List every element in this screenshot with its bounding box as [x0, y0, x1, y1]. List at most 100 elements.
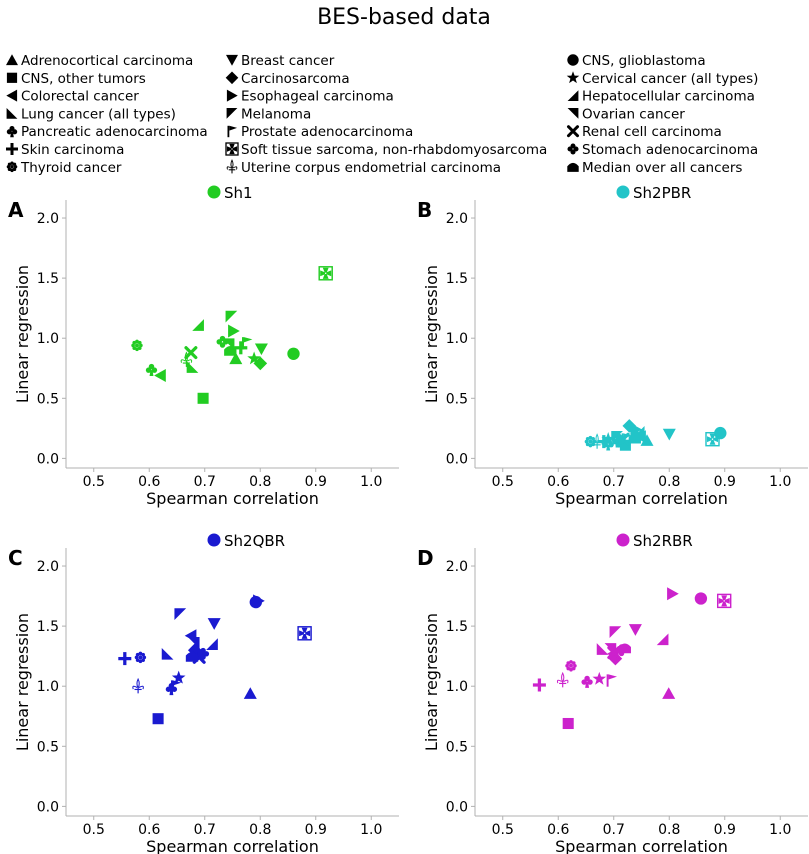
- legend-item: Lung cancer (all types): [6, 106, 176, 122]
- legend-item: Uterine corpus endometrial carcinoma: [226, 159, 501, 176]
- panel-letter: D: [417, 546, 434, 570]
- legend-label: Carcinosarcoma: [241, 71, 350, 87]
- legend-item: Ovarian cancer: [567, 106, 685, 122]
- legend-item: Colorectal cancer: [6, 89, 139, 105]
- panel-title: Sh1: [224, 184, 253, 202]
- x-axis-label: Spearman correlation: [146, 489, 319, 508]
- figure-title: BES-based data: [317, 5, 491, 30]
- diamond-icon: [225, 71, 239, 85]
- data-point: [171, 670, 186, 684]
- legend-label: Esophageal carcinoma: [241, 89, 394, 105]
- x-tick-label: 0.6: [547, 474, 569, 490]
- y-tick-label: 2.0: [37, 211, 59, 227]
- legend-label: Breast cancer: [241, 53, 335, 69]
- panel-a: A Sh1 0.0 0.5 1.0 1.5 2.0 0.5 0.6 0.7 0.8 0.9 1.0 Spe…: [8, 184, 399, 508]
- y-tick-label: 0.5: [37, 739, 59, 755]
- square-icon: [6, 72, 18, 83]
- legend-label: Lung cancer (all types): [21, 106, 176, 122]
- panel-title: Sh2QBR: [224, 532, 285, 550]
- legend-label: Stomach adenocarcinoma: [582, 142, 758, 158]
- x-cross-icon: [567, 125, 579, 138]
- panel-letter: B: [417, 198, 432, 222]
- x-tick-label: 1.0: [769, 822, 791, 838]
- y-tick-label: 1.5: [446, 619, 468, 635]
- x-tick-label: 0.9: [305, 822, 327, 838]
- data-point: [562, 717, 574, 730]
- y-tick-label: 1.5: [37, 271, 59, 287]
- data-point: [187, 643, 202, 658]
- data-point: [556, 671, 569, 688]
- panel-b: B Sh2PBR 0.0 0.5 1.0 1.5 2.0 0.5 0.6 0.7 0.8 0.9 1.0…: [417, 184, 808, 508]
- legend-item: Cervical cancer (all types): [566, 71, 758, 87]
- y-axis-label: Linear regression: [422, 265, 441, 403]
- data-point: [229, 352, 243, 365]
- plus-icon: [6, 143, 18, 155]
- legend-item: Pancreatic adenocarcinoma: [6, 124, 208, 140]
- data-point: [134, 651, 147, 664]
- legend-label: Cervical cancer (all types): [582, 71, 758, 87]
- data-point: [171, 680, 182, 693]
- data-point: [185, 651, 199, 662]
- data-point: [591, 433, 603, 449]
- panel-letter: C: [8, 546, 23, 570]
- data-points: [584, 419, 727, 451]
- corner-top-left-icon: [226, 108, 238, 119]
- legend-item: Adrenocortical carcinoma: [6, 53, 193, 69]
- panel-c: C Sh2QBR 0.0 0.5 1.0 1.5 2.0 0.5 0.6 0.7 0.8 0.9 1.0…: [8, 532, 399, 854]
- panel-d: D Sh2RBR 0.0 0.5 1.0 1.5 2.0 0.5 0.6 0.7 0.8 0.9 1.0…: [417, 532, 808, 854]
- legend-item: CNS, glioblastoma: [567, 53, 706, 69]
- x-tick-label: 0.8: [249, 822, 271, 838]
- title-dot-icon: [207, 185, 221, 199]
- data-point: [622, 419, 637, 433]
- legend-label: Soft tissue sarcoma, non-rhabdomyosarcom…: [241, 142, 547, 158]
- x-tick-label: 1.0: [360, 822, 382, 838]
- data-point: [254, 343, 268, 356]
- data-point: [297, 626, 312, 641]
- data-point: [565, 660, 577, 672]
- panel-title: Sh2RBR: [633, 532, 693, 550]
- triangle-up-icon: [6, 54, 18, 66]
- legend-label: Melanoma: [241, 106, 311, 122]
- data-point: [161, 647, 174, 660]
- x-tick-label: 1.0: [769, 474, 791, 490]
- legend-item: Esophageal carcinoma: [226, 89, 394, 105]
- data-point: [612, 435, 625, 448]
- data-point: [145, 363, 158, 376]
- data-point: [640, 434, 654, 446]
- data-point: [608, 651, 623, 666]
- y-tick-label: 0.5: [37, 391, 59, 407]
- y-tick-label: 1.0: [446, 679, 468, 695]
- panel-title: Sh2PBR: [633, 184, 691, 202]
- x-tick-label: 0.8: [658, 474, 680, 490]
- title-dot-icon: [616, 533, 630, 547]
- club-icon: [6, 125, 18, 138]
- legend-item: Thyroid cancer: [6, 160, 122, 176]
- y-tick-label: 0.0: [446, 799, 468, 815]
- x-tick-label: 0.8: [249, 474, 271, 490]
- data-point: [609, 626, 622, 638]
- legend-label: CNS, other tumors: [21, 71, 146, 87]
- star-icon: [566, 71, 580, 84]
- y-tick-label: 1.0: [37, 331, 59, 347]
- data-point: [656, 633, 669, 646]
- y-tick-label: 2.0: [37, 559, 59, 575]
- data-point: [174, 608, 187, 620]
- y-tick-label: 1.5: [446, 271, 468, 287]
- x-tick-label: 0.6: [138, 474, 160, 490]
- data-point: [584, 435, 597, 448]
- data-point: [606, 674, 618, 687]
- data-point: [228, 324, 240, 338]
- data-point: [118, 652, 132, 666]
- x-tick-label: 0.6: [547, 822, 569, 838]
- y-tick-label: 0.0: [37, 799, 59, 815]
- data-points: [131, 266, 333, 404]
- data-point: [694, 592, 708, 605]
- data-point: [207, 618, 221, 630]
- legend-item: Renal cell carcinoma: [567, 124, 722, 140]
- x-tick-label: 0.5: [492, 822, 514, 838]
- x-tick-label: 0.5: [492, 474, 514, 490]
- data-point: [592, 671, 607, 685]
- maltese-cross-icon: [225, 142, 239, 156]
- y-tick-label: 1.0: [446, 331, 468, 347]
